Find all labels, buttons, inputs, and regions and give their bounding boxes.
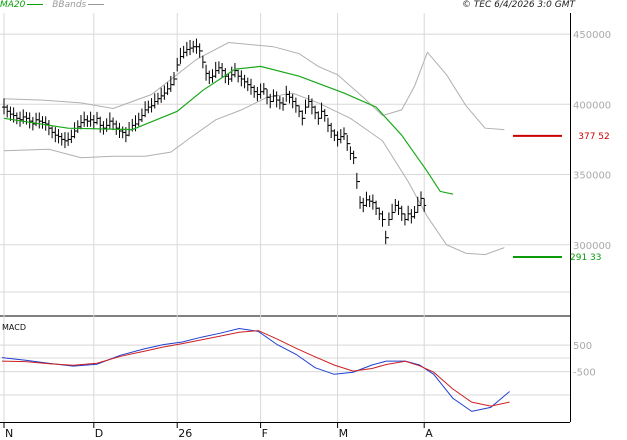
- bottom-axis-line: [0, 422, 570, 423]
- signal-line: [1, 330, 510, 407]
- legend-bbands: BBands: [52, 0, 87, 10]
- level-label: 291 33: [570, 253, 602, 263]
- x-tick-label: F: [262, 427, 268, 440]
- legend-bbands-line: [88, 4, 105, 5]
- copyright-text: © TEC 6/4/2026 3:0 GMT: [461, 0, 575, 10]
- macd-y-tick-label: 500: [573, 341, 592, 352]
- x-tick-label: 26: [178, 427, 192, 440]
- legend-ma20-line: [27, 4, 44, 5]
- bbands-upper-line: [3, 41, 505, 131]
- price-y-tick-label: 400000: [573, 100, 611, 111]
- x-tick-label: D: [95, 427, 103, 440]
- price-y-tick-label: 350000: [573, 171, 611, 182]
- bbands-lower-line: [3, 92, 505, 256]
- macd-line: [1, 327, 510, 412]
- macd-title: MACD: [2, 323, 26, 332]
- macd-y-tick-label: -500: [573, 368, 596, 379]
- x-tick-label: N: [5, 427, 13, 440]
- x-tick-label: A: [425, 427, 433, 440]
- level-label: 377 52: [578, 132, 610, 142]
- x-tick-label: M: [339, 427, 349, 440]
- price-y-tick-label: 450000: [573, 30, 611, 41]
- axis-separator: [570, 13, 571, 422]
- legend-ma20: MA20: [0, 0, 26, 10]
- price-y-tick-label: 300000: [573, 241, 611, 252]
- ma20-line: [3, 65, 454, 195]
- legend: MA20 BBands: [0, 0, 105, 10]
